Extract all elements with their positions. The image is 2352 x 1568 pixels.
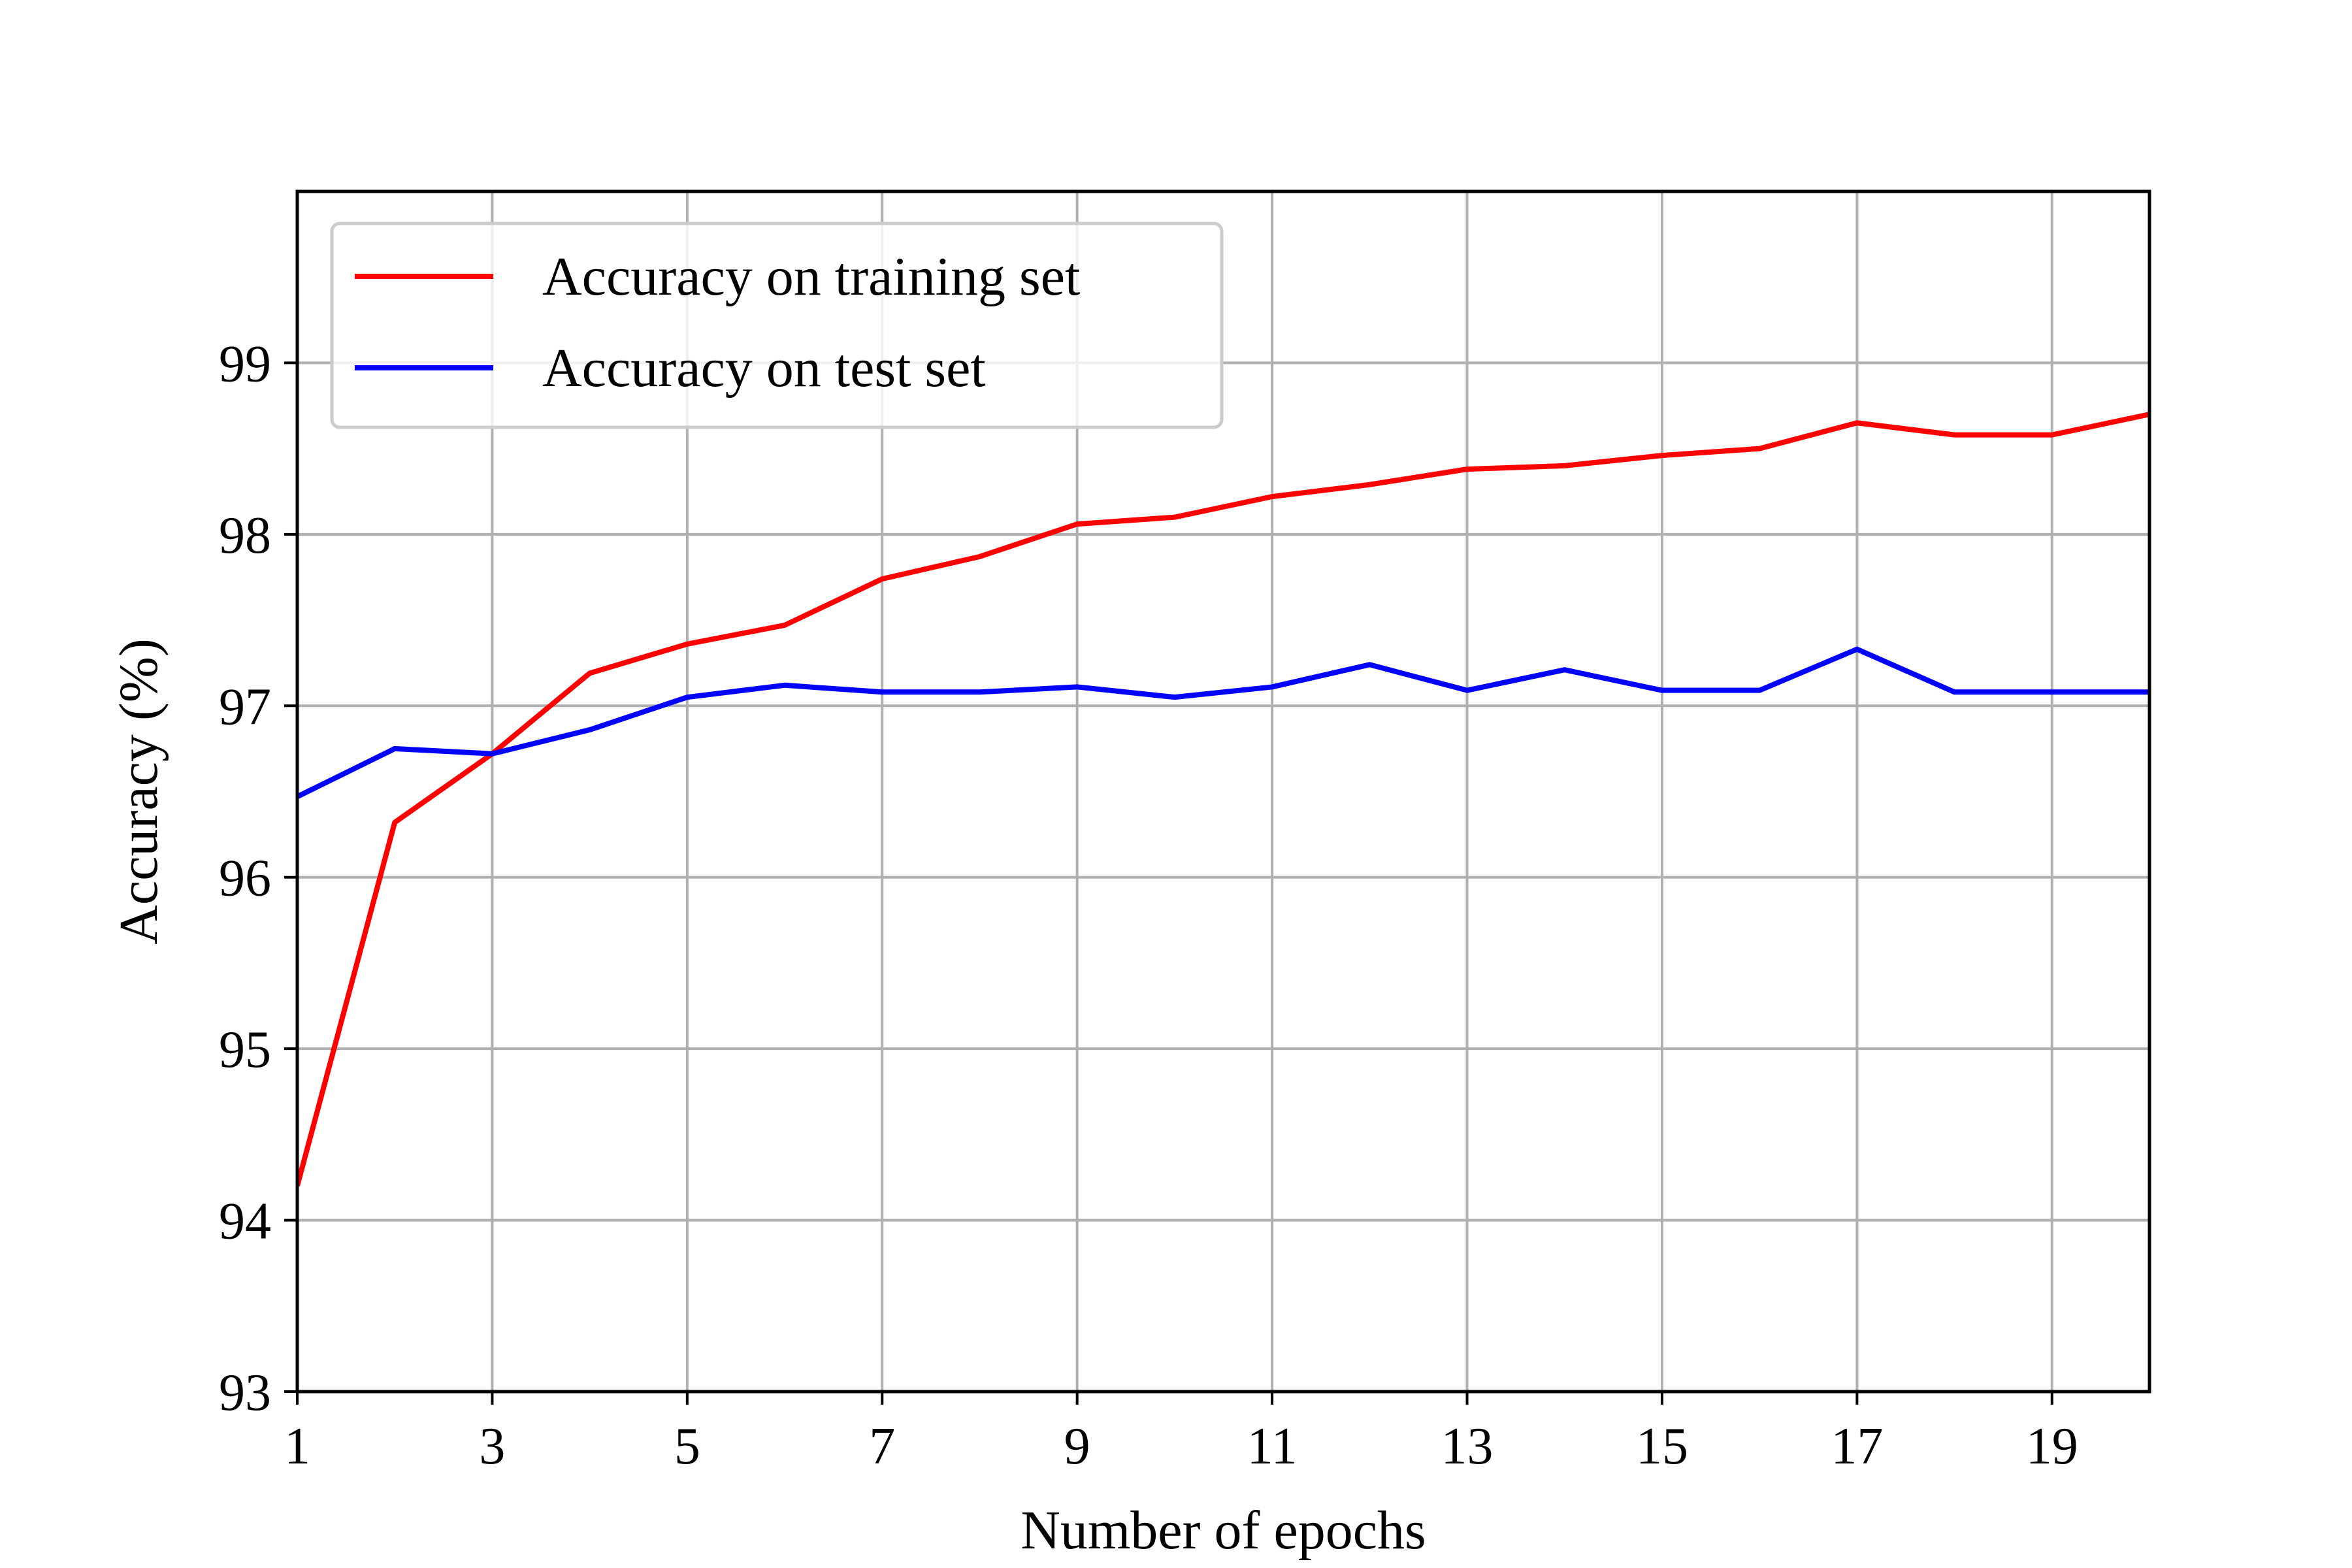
x-tick-label: 3 xyxy=(479,1418,505,1475)
y-axis-label: Accuracy (%) xyxy=(108,638,169,945)
x-tick-label: 17 xyxy=(1831,1418,1883,1475)
x-tick-label: 5 xyxy=(674,1418,700,1475)
x-tick-label: 1 xyxy=(284,1418,310,1475)
x-tick-label: 7 xyxy=(869,1418,895,1475)
x-axis-label: Number of epochs xyxy=(1021,1500,1426,1561)
legend-label-training: Accuracy on training set xyxy=(542,246,1080,307)
legend-box xyxy=(330,221,1224,429)
legend: Accuracy on training set Accuracy on tes… xyxy=(330,221,1224,429)
series-group xyxy=(297,412,2149,1187)
y-tick-label: 95 xyxy=(219,1021,271,1079)
x-tick-label: 15 xyxy=(1636,1418,1688,1475)
series-line-training xyxy=(297,412,2149,1187)
series-line-test xyxy=(297,646,2149,799)
y-tick-label: 99 xyxy=(219,335,271,393)
y-tick-label: 96 xyxy=(219,850,271,907)
x-tick-label: 9 xyxy=(1064,1418,1090,1475)
x-tick-label: 13 xyxy=(1441,1418,1494,1475)
y-tick-label: 98 xyxy=(219,507,271,564)
y-tick-label: 93 xyxy=(219,1364,271,1422)
legend-label-test: Accuracy on test set xyxy=(542,338,986,399)
ticks xyxy=(284,361,2053,1405)
y-tick-label: 97 xyxy=(219,678,271,736)
y-tick-label: 94 xyxy=(219,1193,271,1250)
plot-frame xyxy=(295,189,2151,1394)
x-tick-label: 19 xyxy=(2026,1418,2078,1475)
x-tick-label: 11 xyxy=(1247,1418,1298,1475)
